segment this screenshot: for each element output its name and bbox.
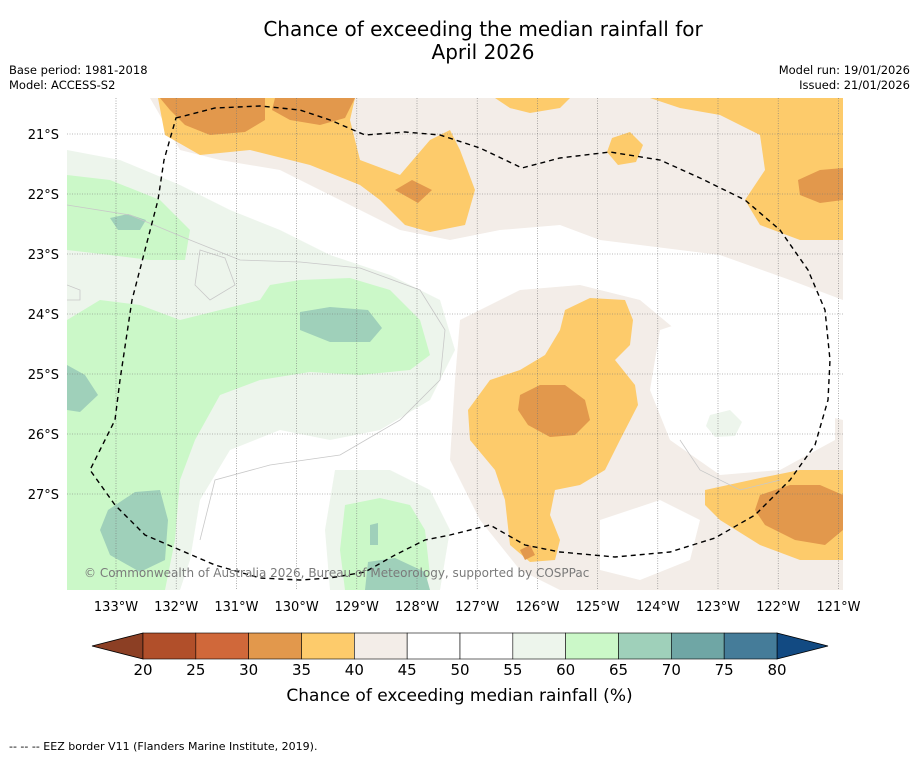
colorbar-segment — [354, 632, 408, 660]
white-region-east — [650, 310, 835, 475]
yellow-region-north-mid — [495, 98, 570, 113]
colorbar-tick: 20 — [133, 661, 152, 679]
lon-label: 124°W — [636, 600, 680, 615]
teal-region-f — [365, 558, 430, 590]
meta-left: Base period: 1981-2018 Model: ACCESS-S2 — [9, 63, 148, 93]
lat-label: 27°S — [28, 488, 59, 503]
longitude-labels: 133°W 132°W 131°W 130°W 129°W 128°W 127°W 126°W… — [94, 600, 861, 615]
colorbar-under-arrow — [91, 632, 144, 660]
lon-label: 131°W — [214, 600, 258, 615]
lon-label: 128°W — [395, 600, 439, 615]
model-name: Model: ACCESS-S2 — [9, 78, 116, 92]
colorbar-segment — [671, 632, 725, 660]
colorbar-segment — [618, 632, 672, 660]
teal-region-b — [300, 307, 382, 342]
orange-region-small-a — [395, 180, 432, 203]
teal-region-e — [370, 523, 378, 545]
colorbar-tick: 50 — [450, 661, 469, 679]
colorbar-tick: 45 — [398, 661, 417, 679]
colorbar-tick: 25 — [186, 661, 205, 679]
lon-label: 125°W — [576, 600, 620, 615]
yellow-region-small-dot — [607, 132, 643, 165]
contour-lines — [67, 204, 781, 541]
chart-title: Chance of exceeding the median rainfall … — [0, 18, 919, 64]
lon-label: 133°W — [94, 600, 138, 615]
colorbar-over-arrow — [776, 632, 829, 660]
lat-label: 25°S — [28, 368, 59, 383]
colorbar-tick: 65 — [609, 661, 628, 679]
colorbar-tick: 80 — [767, 661, 786, 679]
gridlines — [67, 98, 843, 590]
orange-region-nmid — [272, 98, 355, 125]
colorbar-segment — [301, 632, 355, 660]
colorbar-segment — [565, 632, 619, 660]
colorbar-tick: 30 — [239, 661, 258, 679]
colorbar-segment — [248, 632, 302, 660]
meta-right: Model run: 19/01/2026 Issued: 21/01/2026 — [779, 63, 910, 93]
lon-label: 122°W — [756, 600, 800, 615]
lat-label: 23°S — [28, 248, 59, 263]
eez-border — [89, 105, 831, 581]
lon-label: 121°W — [816, 600, 860, 615]
lon-label: 123°W — [696, 600, 740, 615]
rainfall-map: © Commonwealth of Australia 2026, Bureau… — [28, 98, 861, 679]
title-line-1: Chance of exceeding the median rainfall … — [263, 17, 703, 41]
colorbar-tick: 60 — [556, 661, 575, 679]
orange-region-small-b — [520, 545, 535, 560]
orange-region-se — [755, 485, 843, 545]
colorbar-segment — [512, 632, 566, 660]
lon-label: 127°W — [455, 600, 499, 615]
colorbar-tick: 35 — [292, 661, 311, 679]
base-period: Base period: 1981-2018 — [9, 63, 148, 77]
colorbar-tick: 70 — [662, 661, 681, 679]
orange-region-center — [518, 385, 590, 437]
colorbar-tick: 55 — [503, 661, 522, 679]
colorbar: 20 25 30 35 40 45 50 55 60 65 70 75 80 — [91, 632, 829, 679]
colorbar-segment — [406, 632, 461, 660]
model-run: Model run: 19/01/2026 — [778, 63, 910, 77]
colorbar-label: Chance of exceeding median rainfall (%) — [286, 686, 633, 706]
white-region-southeast — [600, 500, 700, 580]
footnote: -- -- -- EEZ border V11 (Flanders Marine… — [9, 740, 318, 753]
teal-region-d — [100, 490, 168, 572]
issued-date: Issued: 21/01/2026 — [799, 78, 910, 92]
teal-region-c — [67, 365, 98, 412]
map-field — [67, 98, 843, 590]
colorbar-segment — [459, 632, 514, 660]
lon-label: 130°W — [275, 600, 319, 615]
lon-label: 126°W — [515, 600, 559, 615]
lat-label: 24°S — [28, 308, 59, 323]
lon-label: 129°W — [335, 600, 379, 615]
lat-label: 21°S — [28, 128, 59, 143]
lat-label: 26°S — [28, 428, 59, 443]
yellow-region-northeast — [650, 98, 843, 240]
colorbar-segment — [142, 632, 197, 660]
copyright-text: © Commonwealth of Australia 2026, Bureau… — [84, 566, 589, 580]
orange-region-ne — [798, 168, 843, 203]
lon-label: 132°W — [154, 600, 198, 615]
latitude-labels: 21°S 22°S 23°S 24°S 25°S 26°S 27°S — [28, 128, 59, 503]
colorbar-tick: 75 — [715, 661, 734, 679]
title-line-2: April 2026 — [431, 40, 535, 64]
green-region-east-small — [706, 410, 742, 437]
colorbar-segment — [195, 632, 249, 660]
lat-label: 22°S — [28, 188, 59, 203]
colorbar-segment — [723, 632, 778, 660]
colorbar-tick: 40 — [345, 661, 364, 679]
